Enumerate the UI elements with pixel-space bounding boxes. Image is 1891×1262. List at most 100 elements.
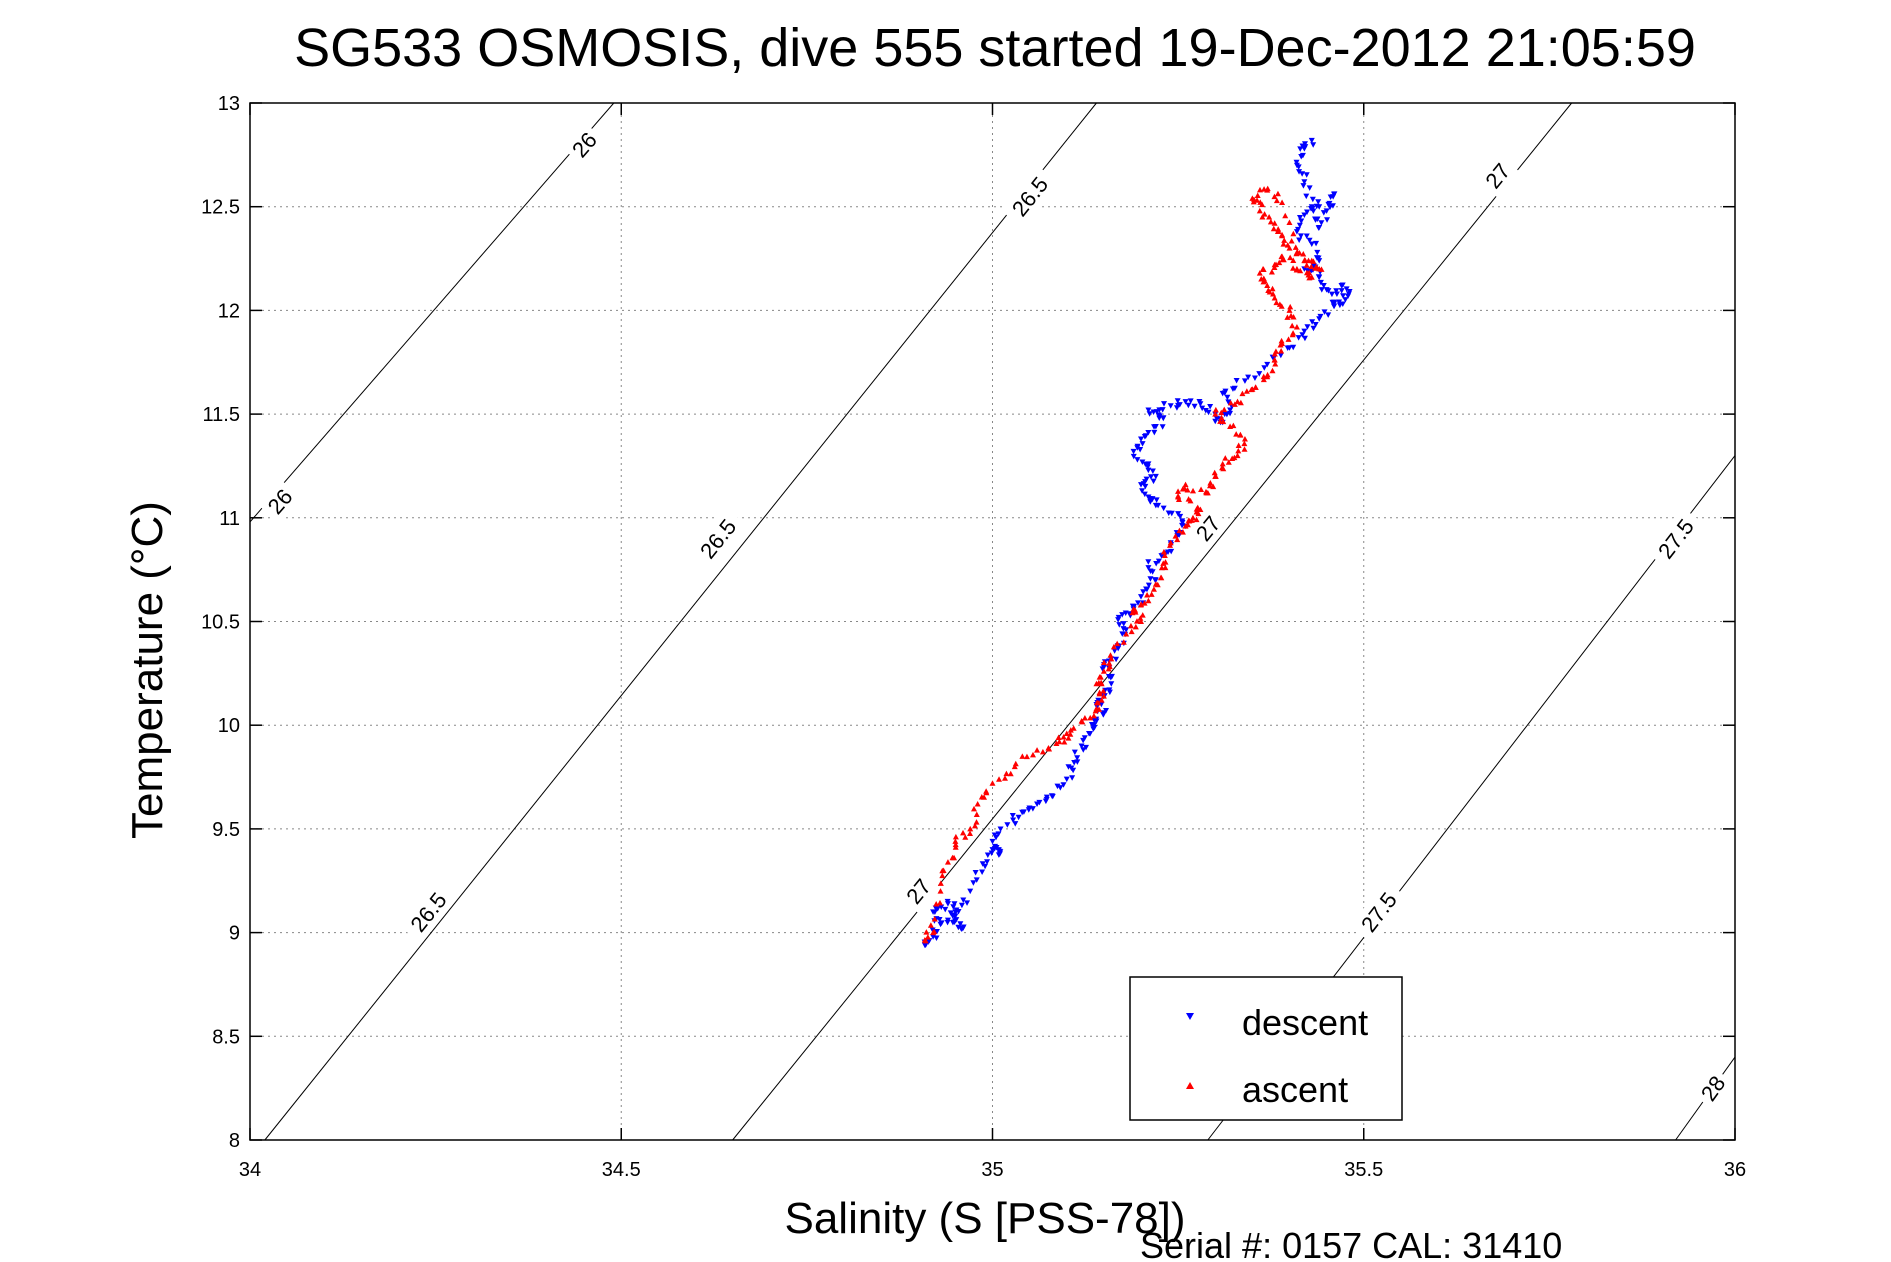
data-point-ascent — [1056, 738, 1063, 745]
data-point-ascent — [1150, 586, 1157, 592]
data-point-ascent — [1034, 747, 1041, 753]
data-point-descent — [1256, 371, 1263, 377]
data-point-descent — [960, 897, 967, 903]
data-point-ascent — [1264, 371, 1271, 378]
data-point-descent — [1182, 399, 1189, 405]
data-point-descent — [1301, 328, 1308, 335]
data-point-descent — [1111, 648, 1118, 654]
data-point-ascent — [1257, 199, 1264, 205]
data-series — [921, 137, 1353, 949]
data-point-descent — [1205, 409, 1212, 416]
data-point-ascent — [1241, 446, 1248, 452]
data-point-ascent — [1271, 193, 1278, 200]
data-point-descent — [944, 919, 951, 926]
data-point-ascent — [931, 915, 938, 922]
axis-ticks: 34 34.5 35 35.5 36 8 8.5 9 9.5 10 10.5 11 11.5 12 12.5… — [201, 93, 1746, 1181]
data-point-descent — [1130, 448, 1137, 455]
data-point-descent — [944, 901, 951, 907]
data-point-descent — [1197, 401, 1204, 407]
data-point-ascent — [1286, 245, 1293, 251]
data-point-descent — [1139, 488, 1146, 494]
data-point-descent — [1225, 399, 1232, 405]
data-point-ascent — [952, 833, 959, 840]
data-point-descent — [1219, 390, 1226, 397]
data-point-ascent — [923, 929, 930, 935]
data-point-descent — [1120, 621, 1127, 627]
data-point-ascent — [1218, 409, 1225, 416]
data-point-ascent — [1269, 367, 1276, 374]
data-point-ascent — [1290, 330, 1297, 336]
data-point-descent — [1020, 809, 1027, 815]
data-point-descent — [1074, 759, 1081, 765]
data-point-descent — [933, 935, 940, 942]
data-point-ascent — [1310, 258, 1317, 264]
data-point-descent — [933, 928, 940, 935]
data-point-ascent — [1175, 492, 1182, 499]
data-point-ascent — [1281, 237, 1288, 243]
data-point-descent — [1286, 345, 1293, 351]
data-point-ascent — [1289, 322, 1296, 329]
data-point-ascent — [1110, 643, 1117, 650]
data-point-ascent — [1286, 219, 1293, 225]
legend-marker-ascent — [1186, 1082, 1194, 1089]
data-point-descent — [1140, 589, 1147, 595]
data-point-descent — [1150, 478, 1157, 485]
data-point-descent — [1323, 208, 1330, 214]
data-point-ascent — [1278, 347, 1285, 354]
data-point-ascent — [1264, 185, 1271, 192]
data-point-ascent — [1108, 655, 1115, 662]
data-point-ascent — [1065, 735, 1072, 741]
contour-label-background — [688, 507, 747, 570]
data-point-descent — [1145, 429, 1152, 436]
data-point-descent — [1145, 467, 1152, 474]
data-point-descent — [1306, 185, 1313, 191]
data-point-descent — [1080, 747, 1087, 753]
data-point-ascent — [1139, 612, 1146, 618]
data-point-descent — [1129, 603, 1136, 610]
data-point-descent — [1317, 279, 1324, 286]
data-point-descent — [1191, 403, 1198, 410]
data-point-descent — [1119, 612, 1126, 618]
data-point-descent — [997, 826, 1004, 833]
data-point-descent — [1310, 142, 1317, 148]
data-point-ascent — [1316, 265, 1323, 272]
data-point-ascent — [971, 822, 978, 829]
data-point-ascent — [1096, 689, 1103, 696]
data-point-descent — [1320, 210, 1327, 216]
data-point-descent — [1134, 457, 1141, 463]
y-tick-label: 9 — [229, 923, 240, 945]
data-point-ascent — [1001, 775, 1008, 781]
data-point-descent — [1147, 499, 1154, 505]
data-point-descent — [989, 838, 996, 845]
data-point-descent — [1153, 561, 1160, 567]
data-point-descent — [1168, 548, 1175, 555]
data-point-ascent — [921, 936, 928, 943]
y-tick-label: 10 — [218, 715, 240, 737]
data-point-descent — [1229, 386, 1236, 392]
data-point-ascent — [1286, 307, 1293, 313]
data-point-ascent — [1225, 459, 1232, 465]
data-point-descent — [1054, 783, 1061, 790]
data-point-descent — [1301, 179, 1308, 185]
data-point-descent — [1074, 755, 1081, 761]
data-point-descent — [1025, 807, 1032, 813]
data-point-ascent — [1284, 314, 1291, 320]
data-point-descent — [1302, 144, 1309, 150]
data-point-descent — [942, 906, 949, 913]
legend-label-descent: descent — [1242, 1002, 1368, 1043]
data-point-ascent — [1195, 510, 1202, 517]
data-point-descent — [996, 848, 1003, 855]
data-point-descent — [944, 898, 951, 905]
data-point-descent — [1199, 405, 1206, 412]
data-point-descent — [1251, 375, 1258, 382]
data-point-descent — [1144, 586, 1151, 593]
data-point-descent — [979, 869, 986, 875]
data-point-ascent — [962, 834, 969, 840]
data-point-ascent — [1280, 241, 1287, 247]
data-point-descent — [979, 861, 986, 867]
data-point-ascent — [1011, 763, 1018, 770]
legend-marker-descent — [1186, 1013, 1194, 1020]
data-point-descent — [1343, 286, 1350, 292]
data-point-ascent — [1162, 564, 1169, 571]
data-point-ascent — [1266, 213, 1273, 220]
